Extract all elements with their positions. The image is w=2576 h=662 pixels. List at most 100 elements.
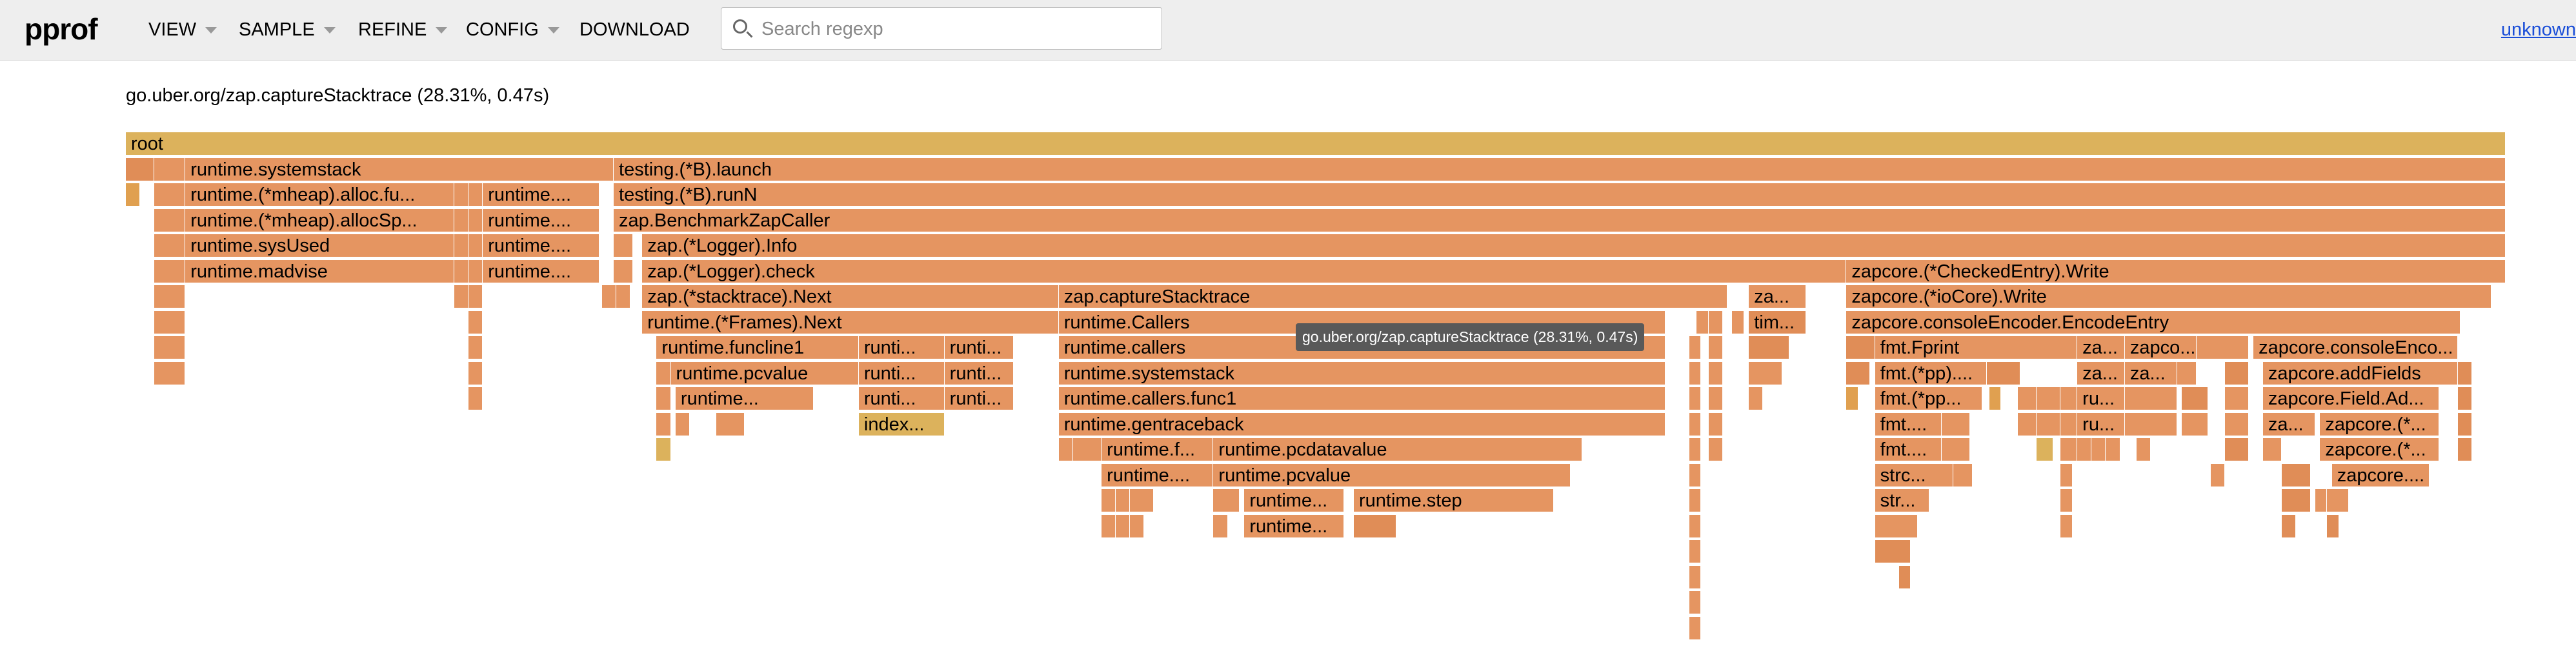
- flame-frame[interactable]: [2177, 361, 2197, 385]
- flame-frame[interactable]: [656, 412, 671, 436]
- flame-frame[interactable]: [656, 387, 671, 410]
- flame-frame[interactable]: fmt.(*pp...: [1875, 387, 1982, 410]
- flame-frame[interactable]: [716, 412, 745, 436]
- flame-frame[interactable]: strc...: [1875, 463, 1954, 487]
- flame-frame[interactable]: [468, 310, 483, 334]
- flame-frame[interactable]: za...: [2262, 412, 2315, 436]
- flame-frame[interactable]: [2210, 463, 2225, 487]
- flame-frame[interactable]: [1058, 438, 1073, 461]
- flame-frame[interactable]: [1708, 336, 1723, 359]
- flame-frame[interactable]: [2458, 438, 2473, 461]
- flame-frame[interactable]: zapcore.consoleEncoder.EncodeEntry: [1846, 310, 2460, 334]
- flame-frame[interactable]: [126, 157, 155, 181]
- flame-frame[interactable]: [1696, 310, 1709, 334]
- flame-frame[interactable]: [154, 208, 186, 232]
- flame-frame[interactable]: [1689, 438, 1702, 461]
- flame-frame[interactable]: runti...: [858, 336, 945, 359]
- flame-frame[interactable]: [614, 259, 633, 283]
- flame-frame[interactable]: zapcore.Field.Ad...: [2262, 387, 2439, 410]
- flame-frame[interactable]: [1846, 361, 1871, 385]
- flame-frame[interactable]: runtime.pcvalue: [670, 361, 859, 385]
- search-input[interactable]: [760, 13, 1150, 45]
- flame-frame[interactable]: runtime.pcdatavalue: [1213, 438, 1583, 461]
- flame-frame[interactable]: [1846, 387, 1858, 410]
- flame-frame[interactable]: [154, 336, 186, 359]
- flame-frame[interactable]: zapcore.consoleEnco...: [2253, 336, 2459, 359]
- flame-frame[interactable]: zapcore.(*...: [2320, 438, 2439, 461]
- flame-frame[interactable]: [154, 183, 186, 206]
- flame-frame[interactable]: [2458, 387, 2473, 410]
- flame-frame[interactable]: [1898, 565, 1911, 589]
- flame-frame[interactable]: [1213, 489, 1240, 512]
- flame-frame[interactable]: [154, 285, 186, 308]
- flame-frame[interactable]: runtime.(*Frames).Next: [642, 310, 1059, 334]
- flame-frame[interactable]: [468, 259, 483, 283]
- user-link[interactable]: unknown: [2501, 19, 2576, 40]
- flame-frame[interactable]: [1708, 361, 1723, 385]
- flame-frame[interactable]: ru...: [2077, 412, 2125, 436]
- flame-frame[interactable]: tim...: [1749, 310, 1806, 334]
- flame-frame[interactable]: za...: [2077, 336, 2125, 359]
- flame-frame[interactable]: [468, 361, 483, 385]
- flame-frame[interactable]: runti...: [858, 361, 945, 385]
- flame-frame[interactable]: [1130, 514, 1145, 538]
- flame-frame[interactable]: [1846, 336, 1875, 359]
- flame-frame[interactable]: [454, 208, 469, 232]
- menu-download[interactable]: DOWNLOAD: [579, 19, 690, 41]
- flame-frame[interactable]: [2037, 412, 2061, 436]
- menu-config[interactable]: CONFIG: [466, 19, 559, 41]
- flame-frame[interactable]: [2315, 489, 2328, 512]
- flame-frame[interactable]: [2077, 438, 2092, 461]
- flame-frame[interactable]: [454, 285, 469, 308]
- flame-frame[interactable]: runtime....: [483, 208, 599, 232]
- flame-frame[interactable]: ru...: [2077, 387, 2125, 410]
- flame-frame[interactable]: [2458, 412, 2473, 436]
- flame-frame[interactable]: [1689, 489, 1702, 512]
- flame-frame[interactable]: [1689, 336, 1702, 359]
- flame-frame[interactable]: runtime.step: [1354, 489, 1554, 512]
- flame-frame[interactable]: [1102, 514, 1116, 538]
- flame-frame[interactable]: [2282, 514, 2297, 538]
- flame-frame[interactable]: runtime...: [1244, 489, 1345, 512]
- flame-frame[interactable]: [2060, 514, 2073, 538]
- flame-frame[interactable]: fmt....: [1875, 438, 1942, 461]
- flame-frame[interactable]: [1875, 540, 1911, 563]
- flame-frame[interactable]: [2060, 489, 2073, 512]
- flame-frame[interactable]: [2224, 387, 2249, 410]
- flame-frame[interactable]: [1749, 361, 1782, 385]
- flame-frame[interactable]: [1689, 387, 1702, 410]
- flame-frame[interactable]: runtime.f...: [1102, 438, 1214, 461]
- flame-frame[interactable]: [1102, 489, 1116, 512]
- flame-frame[interactable]: [1689, 616, 1702, 640]
- flame-frame[interactable]: [468, 285, 483, 308]
- flame-frame[interactable]: [2017, 387, 2037, 410]
- flame-frame[interactable]: str...: [1875, 489, 1930, 512]
- flame-frame[interactable]: [468, 387, 483, 410]
- menu-view[interactable]: VIEW: [148, 19, 217, 41]
- flame-frame[interactable]: [1749, 336, 1789, 359]
- flame-frame[interactable]: [2037, 387, 2061, 410]
- flame-frame[interactable]: [2137, 438, 2151, 461]
- flame-frame[interactable]: [154, 361, 186, 385]
- flame-frame[interactable]: [2091, 438, 2106, 461]
- flame-frame[interactable]: [454, 234, 469, 257]
- flame-frame[interactable]: fmt....: [1875, 412, 1942, 436]
- flame-frame[interactable]: runtime.(*mheap).alloc.fu...: [185, 183, 454, 206]
- flame-frame[interactable]: [154, 157, 186, 181]
- flame-frame[interactable]: [614, 234, 633, 257]
- flame-frame[interactable]: [2196, 336, 2249, 359]
- flame-frame[interactable]: zap.(*Logger).Info: [642, 234, 2506, 257]
- flame-frame[interactable]: [1689, 565, 1702, 589]
- flame-frame[interactable]: zapcore.(*ioCore).Write: [1846, 285, 2491, 308]
- flame-frame[interactable]: zapcore....: [2331, 463, 2430, 487]
- flame-frame[interactable]: [656, 361, 671, 385]
- flame-frame[interactable]: [1708, 310, 1723, 334]
- flame-frame[interactable]: [2017, 412, 2037, 436]
- flame-frame[interactable]: [2327, 489, 2349, 512]
- flame-frame[interactable]: [2060, 387, 2078, 410]
- flame-frame[interactable]: zapcore.(*...: [2320, 412, 2439, 436]
- flame-frame[interactable]: runtime...: [675, 387, 814, 410]
- flame-frame[interactable]: [1941, 438, 1971, 461]
- flame-frame[interactable]: [1354, 514, 1397, 538]
- flame-frame[interactable]: zap.(*stacktrace).Next: [642, 285, 1059, 308]
